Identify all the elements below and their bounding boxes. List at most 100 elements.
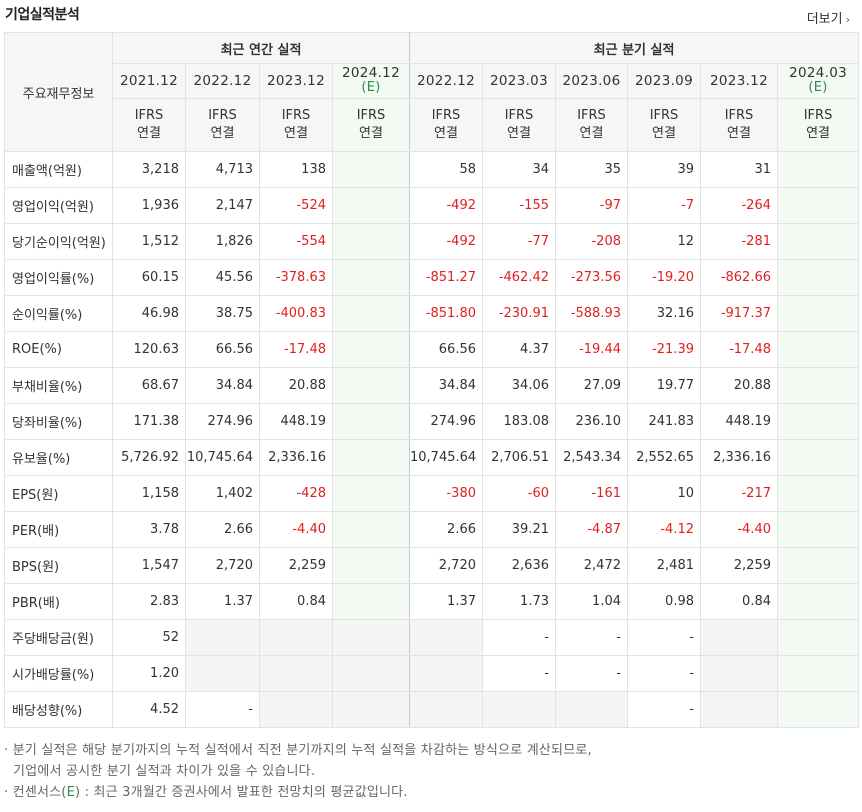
- value-cell: [332, 367, 410, 404]
- value-cell: 35: [555, 151, 628, 188]
- consolidated-label: 연결: [137, 126, 161, 141]
- value-cell: 60.15: [112, 259, 186, 296]
- value-cell: -: [627, 691, 701, 728]
- value-cell: 120.63: [112, 331, 186, 368]
- period-header: 2023.12: [700, 63, 778, 99]
- estimate-mark: (E): [361, 80, 381, 96]
- value-cell: 4.52: [112, 691, 186, 728]
- value-cell: [409, 655, 483, 692]
- value-cell: [332, 583, 410, 620]
- value-cell: 0.84: [259, 583, 333, 620]
- value-cell: -400.83: [259, 295, 333, 332]
- value-cell: [332, 151, 410, 188]
- value-cell: [332, 691, 410, 728]
- value-cell: -19.44: [555, 331, 628, 368]
- more-link[interactable]: 더보기 ›: [807, 8, 850, 27]
- value-cell: 274.96: [409, 403, 483, 440]
- value-cell: -: [185, 691, 260, 728]
- period-row: 2021.12 2022.12 2023.12 2024.12 (E) 2022.12 20…: [5, 63, 860, 99]
- value-cell: 241.83: [627, 403, 701, 440]
- value-cell: [776, 691, 860, 728]
- value-cell: 2,336.16: [259, 439, 333, 476]
- value-cell: [776, 475, 860, 512]
- value-cell: 1.37: [185, 583, 260, 620]
- value-cell: 58: [409, 151, 483, 188]
- value-cell: [776, 655, 860, 692]
- row-label: 매출액(억원): [4, 151, 113, 188]
- quarterly-group-header: 최근 분기 실적: [408, 32, 860, 64]
- ifrs-standard-label: IFRS: [281, 108, 311, 124]
- value-cell: [332, 547, 410, 584]
- period-label: 2023.12: [267, 72, 325, 89]
- value-cell: 2.66: [409, 511, 483, 548]
- consolidated-label: 연결: [652, 126, 676, 141]
- value-cell: 1.37: [409, 583, 483, 620]
- value-cell: 2,720: [185, 547, 260, 584]
- value-cell: 20.88: [700, 367, 778, 404]
- value-cell: 1.20: [112, 655, 186, 692]
- row-label: 영업이익률(%): [4, 259, 113, 296]
- ifrs-header: IFRS 연결: [700, 98, 778, 152]
- value-cell: [776, 619, 860, 656]
- period-label: 2023.12: [710, 72, 768, 89]
- value-cell: -462.42: [482, 259, 556, 296]
- row-label: ROE(%): [4, 331, 113, 368]
- value-cell: 3,218: [112, 151, 186, 188]
- value-cell: [776, 223, 860, 260]
- value-cell: [776, 439, 860, 476]
- row-label: EPS(원): [4, 475, 113, 512]
- ifrs-header: IFRS 연결: [409, 98, 483, 152]
- note-line-2: 기업에서 공시한 분기 실적과 차이가 있을 수 있습니다.: [13, 764, 316, 779]
- value-cell: -: [555, 655, 628, 692]
- table-row: PBR(배) 2.83 1.37 0.84 1.37 1.73 1.04 0.98 0.84: [4, 583, 860, 620]
- value-cell: 448.19: [259, 403, 333, 440]
- value-cell: -21.39: [627, 331, 701, 368]
- value-cell: 2,336.16: [700, 439, 778, 476]
- value-cell: [776, 367, 860, 404]
- value-cell: -380: [409, 475, 483, 512]
- value-cell: -378.63: [259, 259, 333, 296]
- ifrs-header: IFRS 연결: [332, 98, 410, 152]
- row-label: BPS(원): [4, 547, 113, 584]
- consolidated-label: 연결: [806, 126, 830, 141]
- ifrs-header: IFRS 연결: [185, 98, 260, 152]
- row-header-cell: 주요재무정보: [4, 32, 113, 152]
- value-cell: [409, 691, 483, 728]
- table-row: 부채비율(%) 68.67 34.84 20.88 34.84 34.06 27.09 19.…: [4, 367, 860, 404]
- value-cell: -4.87: [555, 511, 628, 548]
- note-line-3: · 컨센서스(E) : 최근 3개월간 증권사에서 발표한 전망치의 평균값입니…: [4, 782, 854, 803]
- value-cell: [776, 511, 860, 548]
- value-cell: -: [482, 619, 556, 656]
- value-cell: 448.19: [700, 403, 778, 440]
- value-cell: [482, 691, 556, 728]
- value-cell: 1,547: [112, 547, 186, 584]
- value-cell: -4.12: [627, 511, 701, 548]
- value-cell: -17.48: [259, 331, 333, 368]
- table-body: 매출액(억원) 3,218 4,713 138 58 34 35 39 31 영업이익(억원) 1,…: [4, 151, 860, 728]
- value-cell: -217: [700, 475, 778, 512]
- value-cell: 1,158: [112, 475, 186, 512]
- row-label: 부채비율(%): [4, 367, 113, 404]
- period-header: 2023.06: [555, 63, 628, 99]
- ifrs-header: IFRS 연결: [627, 98, 701, 152]
- value-cell: [776, 259, 860, 296]
- row-label: 유보율(%): [4, 439, 113, 476]
- value-cell: 39.21: [482, 511, 556, 548]
- consolidated-label: 연결: [579, 126, 604, 141]
- value-cell: -97: [555, 187, 628, 224]
- value-cell: 3.78: [112, 511, 186, 548]
- period-label: 2023.03: [490, 72, 548, 89]
- value-cell: -588.93: [555, 295, 628, 332]
- period-label: 2024.12: [342, 65, 400, 82]
- ifrs-standard-label: IFRS: [504, 108, 534, 124]
- more-label[interactable]: 더보기: [806, 12, 843, 27]
- ifrs-standard-label: IFRS: [577, 108, 606, 124]
- value-cell: [259, 655, 333, 692]
- table-row: 배당성향(%) 4.52- -: [4, 691, 860, 728]
- value-cell: [185, 619, 260, 656]
- row-label: 시가배당률(%): [4, 655, 113, 692]
- value-cell: 138: [259, 151, 333, 188]
- value-cell: 34.84: [185, 367, 260, 404]
- table-row: EPS(원) 1,158 1,402 -428 -380 -60 -161 10 -217: [4, 475, 860, 512]
- value-cell: 2,720: [409, 547, 483, 584]
